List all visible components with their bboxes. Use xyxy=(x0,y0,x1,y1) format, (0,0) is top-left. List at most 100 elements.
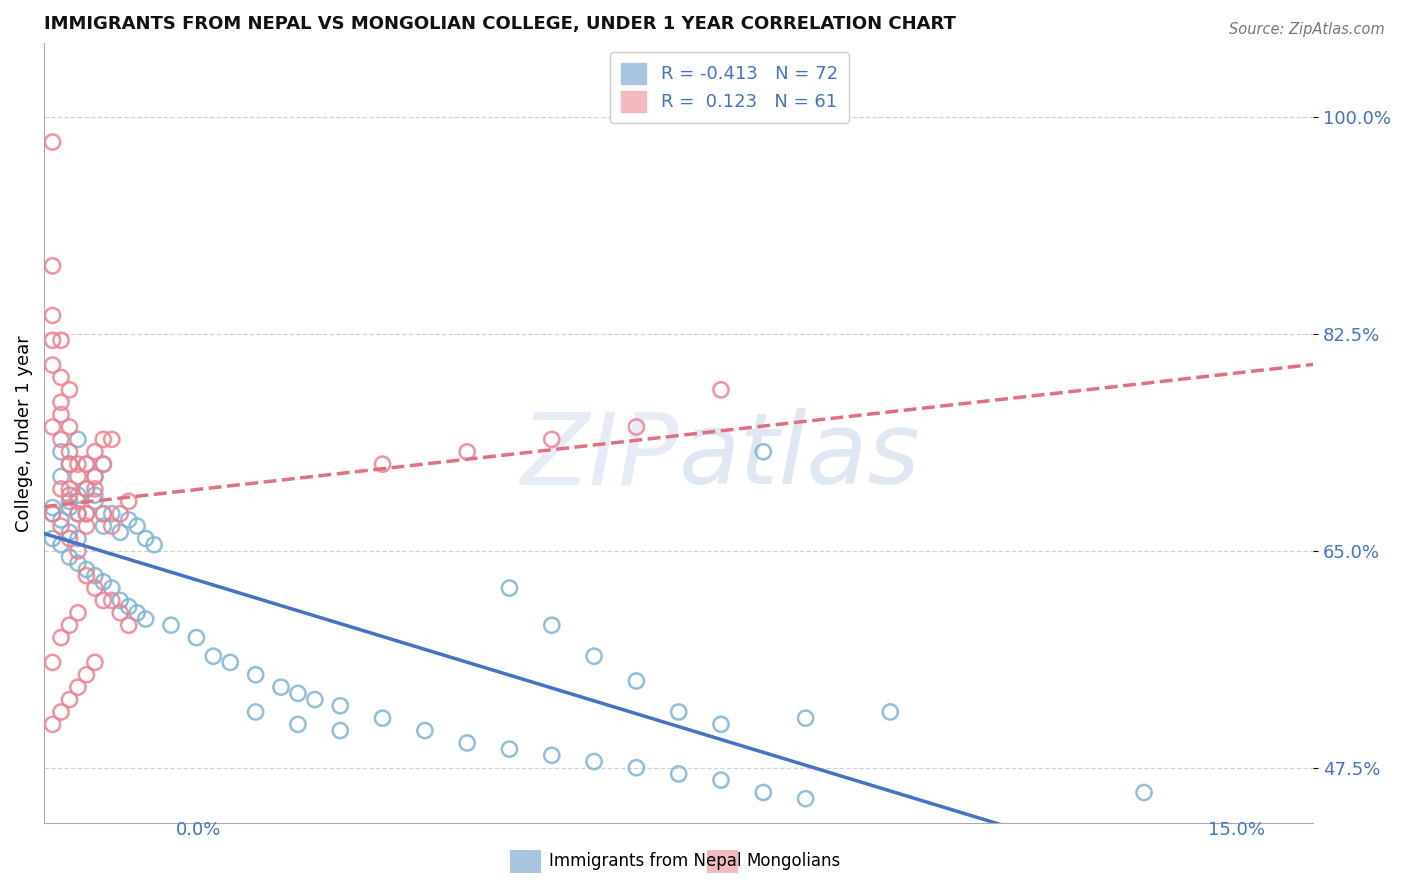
Point xyxy=(287,717,309,731)
Point xyxy=(49,444,72,458)
Point xyxy=(49,408,72,422)
Point xyxy=(371,711,394,725)
Point xyxy=(626,761,648,775)
Point xyxy=(41,532,63,546)
Point xyxy=(83,494,105,508)
Point xyxy=(75,562,97,576)
Point xyxy=(41,656,63,670)
Point xyxy=(66,494,89,508)
Point xyxy=(58,494,80,508)
Point xyxy=(58,692,80,706)
Point xyxy=(83,488,105,502)
Point xyxy=(75,457,97,471)
Point xyxy=(498,742,520,756)
Point xyxy=(91,457,114,471)
Point xyxy=(49,519,72,533)
Point xyxy=(626,673,648,688)
Point xyxy=(202,649,225,664)
Point xyxy=(626,420,648,434)
Point xyxy=(75,457,97,471)
Point xyxy=(143,538,166,552)
Point xyxy=(58,618,80,632)
Point xyxy=(49,705,72,719)
Point xyxy=(66,606,89,620)
Point xyxy=(41,507,63,521)
Point xyxy=(752,444,775,458)
Point xyxy=(91,507,114,521)
Point xyxy=(75,519,97,533)
Point xyxy=(91,593,114,607)
Point xyxy=(118,513,141,527)
Point xyxy=(710,717,733,731)
Point xyxy=(540,433,562,447)
Point xyxy=(794,711,817,725)
Y-axis label: College, Under 1 year: College, Under 1 year xyxy=(15,334,32,532)
Point xyxy=(66,532,89,546)
Point xyxy=(41,135,63,149)
Point xyxy=(91,574,114,589)
Point xyxy=(75,482,97,496)
Point xyxy=(794,791,817,805)
Point xyxy=(413,723,436,738)
Point xyxy=(101,581,124,595)
Text: atlas: atlas xyxy=(679,409,921,505)
Point xyxy=(49,433,72,447)
Point xyxy=(287,686,309,700)
Text: ZIP: ZIP xyxy=(520,409,679,505)
Point xyxy=(540,748,562,763)
Point xyxy=(118,494,141,508)
Point xyxy=(83,568,105,582)
Point xyxy=(49,631,72,645)
Point xyxy=(135,532,157,546)
Point xyxy=(583,755,606,769)
Point xyxy=(41,717,63,731)
Point xyxy=(110,593,132,607)
Point xyxy=(245,705,267,719)
Point xyxy=(58,482,80,496)
Point xyxy=(58,420,80,434)
Point xyxy=(219,656,242,670)
Point xyxy=(66,544,89,558)
Text: 0.0%: 0.0% xyxy=(176,821,221,838)
Legend: R = -0.413   N = 72, R =  0.123   N = 61: R = -0.413 N = 72, R = 0.123 N = 61 xyxy=(610,52,849,122)
Point xyxy=(49,395,72,409)
Point xyxy=(752,785,775,799)
Point xyxy=(58,550,80,565)
Point xyxy=(127,519,149,533)
Point xyxy=(329,698,352,713)
Point xyxy=(83,581,105,595)
Point xyxy=(49,333,72,347)
Point xyxy=(83,482,105,496)
Point xyxy=(304,692,326,706)
Point xyxy=(710,383,733,397)
Point xyxy=(101,433,124,447)
Point xyxy=(101,507,124,521)
Point xyxy=(118,618,141,632)
Point xyxy=(66,556,89,570)
Point xyxy=(41,500,63,515)
Point xyxy=(110,507,132,521)
Point xyxy=(75,482,97,496)
Point xyxy=(66,469,89,483)
Point xyxy=(456,444,478,458)
Point xyxy=(371,457,394,471)
Point xyxy=(110,606,132,620)
Point xyxy=(75,507,97,521)
Text: Mongolians: Mongolians xyxy=(747,852,841,870)
Point xyxy=(110,525,132,540)
Point xyxy=(66,488,89,502)
Point xyxy=(58,383,80,397)
Point xyxy=(58,525,80,540)
Point xyxy=(49,482,72,496)
Text: Immigrants from Nepal: Immigrants from Nepal xyxy=(550,852,742,870)
Point xyxy=(101,519,124,533)
Point xyxy=(58,444,80,458)
Text: Source: ZipAtlas.com: Source: ZipAtlas.com xyxy=(1229,22,1385,37)
Point xyxy=(91,457,114,471)
Point xyxy=(83,469,105,483)
Point xyxy=(75,507,97,521)
Point xyxy=(498,581,520,595)
Point xyxy=(66,507,89,521)
Point xyxy=(270,680,292,694)
Point xyxy=(49,469,72,483)
